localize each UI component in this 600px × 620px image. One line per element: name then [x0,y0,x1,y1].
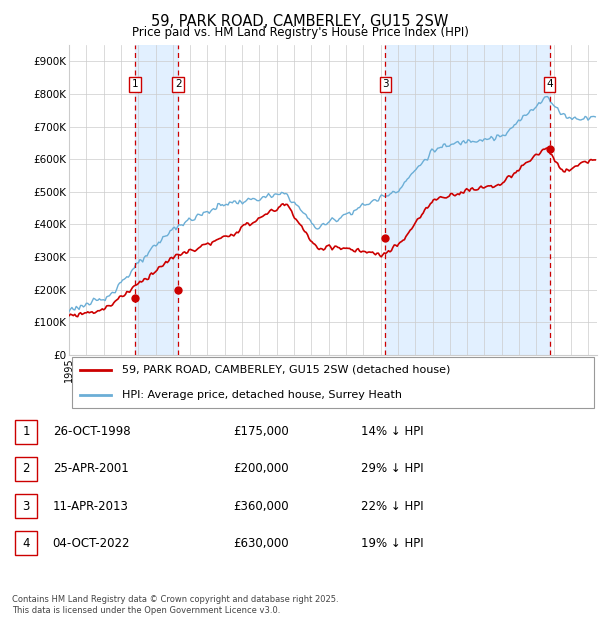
Text: £175,000: £175,000 [233,425,289,438]
Text: Contains HM Land Registry data © Crown copyright and database right 2025.
This d: Contains HM Land Registry data © Crown c… [12,595,338,615]
FancyBboxPatch shape [15,531,37,556]
Bar [135,45,178,355]
Text: HPI: Average price, detached house, Surrey Heath: HPI: Average price, detached house, Surr… [122,390,402,400]
Text: 59, PARK ROAD, CAMBERLEY, GU15 2SW: 59, PARK ROAD, CAMBERLEY, GU15 2SW [151,14,449,29]
Text: 1: 1 [132,79,139,89]
FancyBboxPatch shape [71,356,595,409]
FancyBboxPatch shape [15,457,37,481]
Text: 14% ↓ HPI: 14% ↓ HPI [361,425,424,438]
Bar [385,45,550,355]
Text: 4: 4 [22,537,30,550]
Text: 22% ↓ HPI: 22% ↓ HPI [361,500,424,513]
Text: 59, PARK ROAD, CAMBERLEY, GU15 2SW (detached house): 59, PARK ROAD, CAMBERLEY, GU15 2SW (deta… [122,365,450,375]
Text: 04-OCT-2022: 04-OCT-2022 [53,537,130,550]
FancyBboxPatch shape [15,420,37,444]
Text: 3: 3 [22,500,29,513]
Text: 25-APR-2001: 25-APR-2001 [53,463,128,476]
Text: 2: 2 [175,79,182,89]
Text: 19% ↓ HPI: 19% ↓ HPI [361,537,424,550]
Text: 29% ↓ HPI: 29% ↓ HPI [361,463,424,476]
Text: 3: 3 [382,79,389,89]
Text: 4: 4 [546,79,553,89]
Text: 11-APR-2013: 11-APR-2013 [53,500,128,513]
Text: £630,000: £630,000 [233,537,289,550]
FancyBboxPatch shape [15,494,37,518]
Text: £200,000: £200,000 [233,463,289,476]
Text: 1: 1 [22,425,30,438]
Text: 26-OCT-1998: 26-OCT-1998 [53,425,130,438]
Text: 2: 2 [22,463,30,476]
Text: Price paid vs. HM Land Registry's House Price Index (HPI): Price paid vs. HM Land Registry's House … [131,26,469,39]
Text: £360,000: £360,000 [233,500,289,513]
